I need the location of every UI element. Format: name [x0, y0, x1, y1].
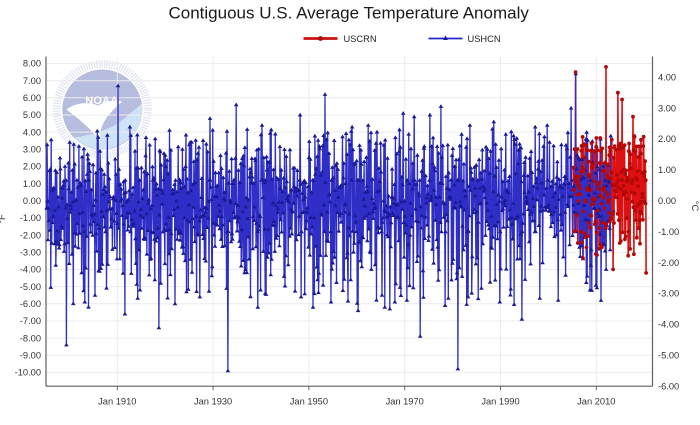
svg-text:-8.00: -8.00 — [20, 333, 41, 343]
svg-text:-9.00: -9.00 — [20, 350, 41, 360]
svg-text:°F: °F — [0, 214, 7, 224]
svg-text:Contiguous U.S. Average Temper: Contiguous U.S. Average Temperature Anom… — [169, 4, 530, 23]
svg-text:6.00: 6.00 — [23, 93, 41, 103]
svg-text:°C: °C — [690, 201, 700, 212]
svg-text:3.00: 3.00 — [23, 145, 41, 155]
svg-text:-2.00: -2.00 — [20, 230, 41, 240]
svg-text:1.00: 1.00 — [658, 165, 676, 175]
svg-text:Jan 1930: Jan 1930 — [194, 397, 232, 407]
svg-text:-3.00: -3.00 — [658, 289, 679, 299]
svg-text:-4.00: -4.00 — [658, 320, 679, 330]
svg-text:-7.00: -7.00 — [20, 316, 41, 326]
svg-text:-6.00: -6.00 — [658, 381, 679, 391]
svg-text:2.00: 2.00 — [23, 162, 41, 172]
svg-text:0.00: 0.00 — [23, 196, 41, 206]
svg-text:5.00: 5.00 — [23, 110, 41, 120]
svg-text:Jan 1990: Jan 1990 — [481, 397, 519, 407]
svg-text:-2.00: -2.00 — [658, 258, 679, 268]
svg-text:2.00: 2.00 — [658, 134, 676, 144]
svg-text:7.00: 7.00 — [23, 76, 41, 86]
svg-text:Jan 1950: Jan 1950 — [290, 397, 328, 407]
svg-text:-1.00: -1.00 — [20, 213, 41, 223]
svg-text:Jan 2010: Jan 2010 — [577, 397, 615, 407]
svg-text:-5.00: -5.00 — [20, 282, 41, 292]
svg-text:Jan 1970: Jan 1970 — [386, 397, 424, 407]
svg-text:USHCN: USHCN — [468, 34, 501, 44]
svg-text:-1.00: -1.00 — [658, 227, 679, 237]
svg-text:Jan 1910: Jan 1910 — [98, 397, 136, 407]
svg-text:3.00: 3.00 — [658, 103, 676, 113]
svg-text:4.00: 4.00 — [658, 72, 676, 82]
svg-text:-10.00: -10.00 — [15, 368, 41, 378]
svg-text:-3.00: -3.00 — [20, 248, 41, 258]
svg-text:-4.00: -4.00 — [20, 265, 41, 275]
svg-text:-5.00: -5.00 — [658, 350, 679, 360]
svg-text:-6.00: -6.00 — [20, 299, 41, 309]
svg-text:USCRN: USCRN — [344, 34, 377, 44]
svg-text:NOAA: NOAA — [85, 95, 118, 107]
svg-text:4.00: 4.00 — [23, 127, 41, 137]
svg-text:1.00: 1.00 — [23, 179, 41, 189]
svg-text:0.00: 0.00 — [658, 196, 676, 206]
svg-text:8.00: 8.00 — [23, 59, 41, 69]
